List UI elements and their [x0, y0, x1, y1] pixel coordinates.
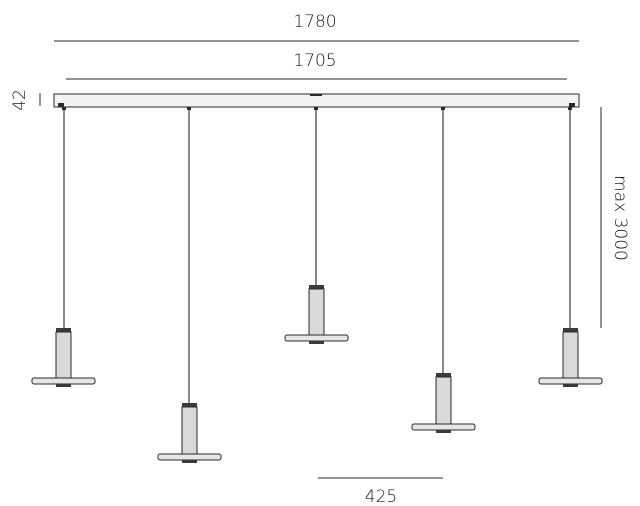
- dimension-max-drop-label: max 3000: [610, 175, 630, 261]
- cable-anchor: [187, 107, 191, 110]
- dimension-spacing-label: 425: [365, 487, 397, 506]
- lamp-bottom-lens: [182, 460, 197, 463]
- rail-end-cap-left: [58, 103, 64, 107]
- lamp-body: [308, 288, 325, 336]
- lamp-shade-disc: [31, 377, 96, 385]
- lamp-top-ring: [56, 328, 71, 332]
- lamp-bottom-lens: [56, 384, 71, 387]
- pendant-light-1: [31, 107, 96, 387]
- lamp-bottom-lens: [309, 341, 324, 344]
- dimension-spacing: 425: [318, 477, 443, 506]
- cable-anchor: [441, 107, 445, 110]
- lamp-body: [435, 376, 452, 425]
- rail-center-mark: [310, 94, 322, 96]
- cable-anchor: [62, 107, 66, 110]
- cable-anchor: [314, 107, 318, 110]
- pendant-light-3: [284, 107, 349, 344]
- lamp-top-ring: [309, 285, 324, 289]
- lamp-shade-disc: [411, 423, 476, 431]
- lamp-body: [55, 331, 72, 379]
- lamp-top-ring: [436, 373, 451, 377]
- dimension-rail-length: 1705: [66, 51, 567, 80]
- dimension-max-drop: max 3000: [600, 107, 630, 328]
- pendant-light-4: [411, 107, 476, 433]
- lamp-body: [181, 406, 198, 455]
- dimension-rail-height: 42: [10, 89, 41, 111]
- lamp-top-ring: [182, 403, 197, 407]
- lamp-body: [562, 331, 579, 379]
- pendant-light-5: [538, 107, 603, 387]
- rail-end-cap-right: [569, 103, 575, 107]
- pendant-light-2: [157, 107, 222, 463]
- lamp-bottom-lens: [436, 430, 451, 433]
- dimension-rail-height-label: 42: [10, 89, 30, 111]
- dimension-total-length: 1780: [54, 12, 579, 42]
- lamp-top-ring: [563, 328, 578, 332]
- lamp-shade-disc: [538, 377, 603, 385]
- lamp-shade-disc: [284, 334, 349, 342]
- cable-anchor: [568, 107, 572, 110]
- lamp-bottom-lens: [563, 384, 578, 387]
- dimension-total-length-label: 1780: [293, 12, 336, 32]
- dimension-rail-length-label: 1705: [293, 51, 336, 71]
- lamp-shade-disc: [157, 453, 222, 461]
- ceiling-rail: [53, 93, 580, 108]
